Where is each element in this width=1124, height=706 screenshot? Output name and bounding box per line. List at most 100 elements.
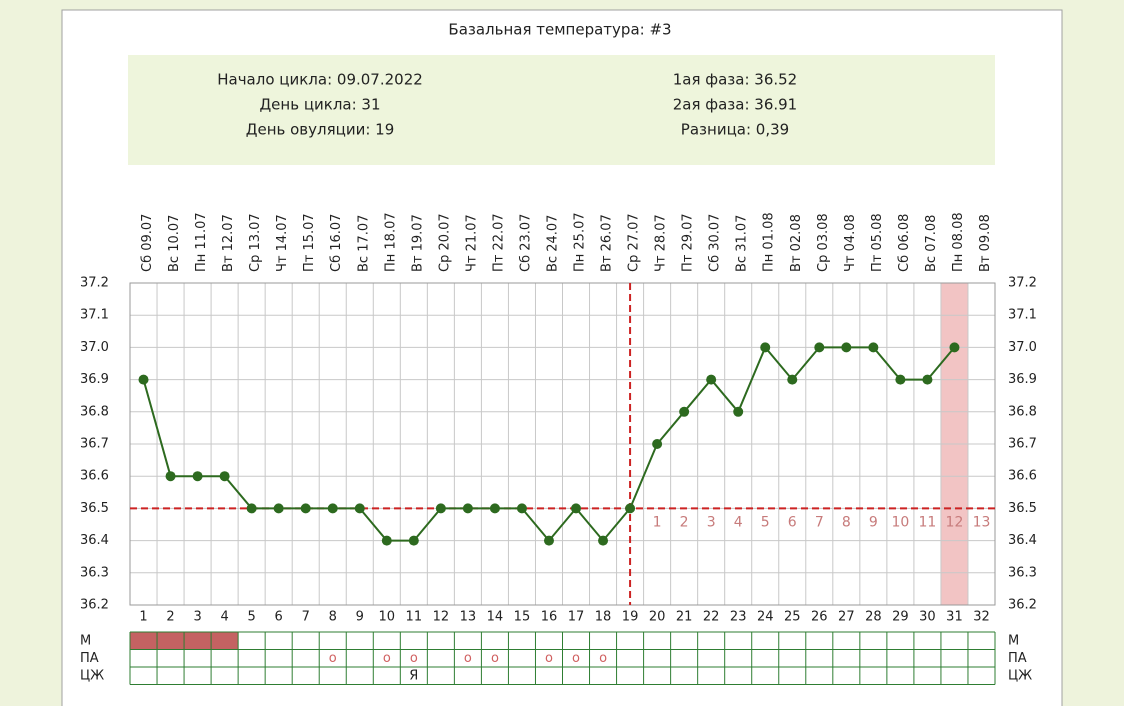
date-label: Пн 25.07: [573, 212, 588, 272]
date-label: Пт 15.07: [302, 213, 317, 272]
temperature-point: [652, 439, 663, 449]
x-tick-label: 13: [460, 610, 477, 625]
luteal-day: 11: [919, 514, 937, 530]
row-symbol: o: [383, 651, 391, 666]
luteal-day: 4: [734, 514, 743, 530]
x-tick-label: 21: [676, 610, 693, 625]
temperature-point: [273, 503, 284, 514]
temperature-point: [219, 471, 230, 482]
info-text: 2ая фаза: 36.91: [673, 96, 797, 114]
row-label: ЦЖ: [80, 668, 104, 683]
temperature-point: [760, 342, 771, 353]
luteal-day: 7: [815, 514, 824, 530]
date-label: Вс 24.07: [545, 215, 560, 272]
date-label: Сб 30.07: [708, 214, 723, 272]
x-tick-label: 4: [220, 610, 228, 625]
temperature-point: [543, 535, 554, 546]
x-tick-label: 15: [514, 610, 531, 625]
temperature-point: [516, 503, 527, 514]
temperature-point: [814, 342, 825, 353]
y-tick-label: 36.5: [80, 501, 109, 516]
temperature-point: [598, 535, 609, 546]
y-tick-label: 37.2: [80, 276, 109, 291]
x-tick-label: 30: [919, 610, 936, 625]
date-label: Вт 12.07: [221, 214, 236, 272]
x-tick-label: 29: [892, 610, 909, 625]
date-label: Пн 08.08: [951, 212, 966, 272]
x-tick-label: 27: [838, 610, 855, 625]
row-symbol: o: [464, 651, 472, 666]
chart-title: Базальная температура: #3: [448, 21, 671, 39]
temperature-point: [462, 503, 473, 514]
date-label: Сб 06.08: [897, 214, 912, 272]
date-label: Вт 02.08: [789, 214, 804, 272]
x-tick-label: 2: [166, 610, 174, 625]
date-label: Чт 28.07: [654, 214, 669, 272]
x-tick-label: 11: [406, 610, 423, 625]
date-label: Сб 16.07: [329, 214, 344, 272]
row-cell-filled: [130, 632, 158, 650]
date-label: Пт 05.08: [870, 213, 885, 272]
date-label: Сб 23.07: [518, 214, 533, 272]
y-tick-label-right: 36.7: [1008, 437, 1037, 452]
temperature-point: [489, 503, 500, 514]
y-tick-label-right: 36.4: [1008, 533, 1037, 548]
y-tick-label-right: 36.6: [1008, 469, 1037, 484]
date-label: Сб 09.07: [140, 214, 155, 272]
y-tick-label: 37.0: [80, 340, 109, 355]
y-tick-label: 36.6: [80, 469, 109, 484]
x-tick-label: 20: [649, 610, 666, 625]
date-label: Вс 07.08: [924, 215, 939, 272]
row-symbol: o: [572, 651, 580, 666]
x-tick-label: 19: [622, 610, 639, 625]
date-label: Ср 27.07: [627, 213, 642, 272]
date-label: Вт 26.07: [600, 214, 615, 272]
date-label: Вт 19.07: [410, 214, 425, 272]
temperature-point: [381, 535, 392, 546]
date-label: Чт 04.08: [843, 214, 858, 272]
y-tick-label: 36.9: [80, 372, 109, 387]
y-tick-label: 36.2: [80, 598, 109, 613]
y-tick-label-right: 36.3: [1008, 565, 1037, 580]
row-symbol: Я: [409, 668, 418, 683]
x-tick-label: 10: [379, 610, 396, 625]
row-cell-filled: [184, 632, 212, 650]
date-label: Ср 20.07: [437, 213, 452, 272]
info-text: День цикла: 31: [259, 96, 380, 114]
x-tick-label: 8: [329, 610, 337, 625]
y-tick-label-right: 36.5: [1008, 501, 1037, 516]
temperature-point: [679, 406, 690, 417]
luteal-day: 12: [946, 514, 964, 530]
temperature-point: [625, 503, 636, 514]
x-tick-label: 32: [973, 610, 990, 625]
temperature-point: [327, 503, 338, 514]
temperature-point: [192, 471, 203, 482]
temperature-point: [138, 374, 149, 385]
row-label: М: [80, 633, 91, 648]
row-label: ПА: [80, 651, 99, 666]
date-label: Вт 09.08: [978, 214, 993, 272]
temperature-point: [435, 503, 446, 514]
luteal-day: 3: [707, 514, 716, 530]
y-tick-label-right: 36.2: [1008, 598, 1037, 613]
x-tick-label: 1: [139, 610, 147, 625]
row-symbol: o: [545, 651, 553, 666]
date-label: Ср 03.08: [816, 213, 831, 272]
info-text: Начало цикла: 09.07.2022: [217, 71, 423, 89]
luteal-day: 6: [788, 514, 797, 530]
x-tick-label: 6: [275, 610, 283, 625]
x-tick-label: 25: [784, 610, 801, 625]
luteal-day: 8: [842, 514, 851, 530]
date-label: Пн 01.08: [762, 212, 777, 272]
x-tick-label: 31: [946, 610, 963, 625]
temperature-point: [300, 503, 311, 514]
x-tick-label: 22: [703, 610, 720, 625]
row-cell-filled: [157, 632, 185, 650]
date-label: Пт 22.07: [491, 213, 506, 272]
row-symbol: o: [410, 651, 418, 666]
temperature-point: [922, 374, 933, 385]
date-label: Вс 10.07: [167, 215, 182, 272]
temperature-point: [165, 471, 176, 482]
date-label: Вс 17.07: [356, 215, 371, 272]
